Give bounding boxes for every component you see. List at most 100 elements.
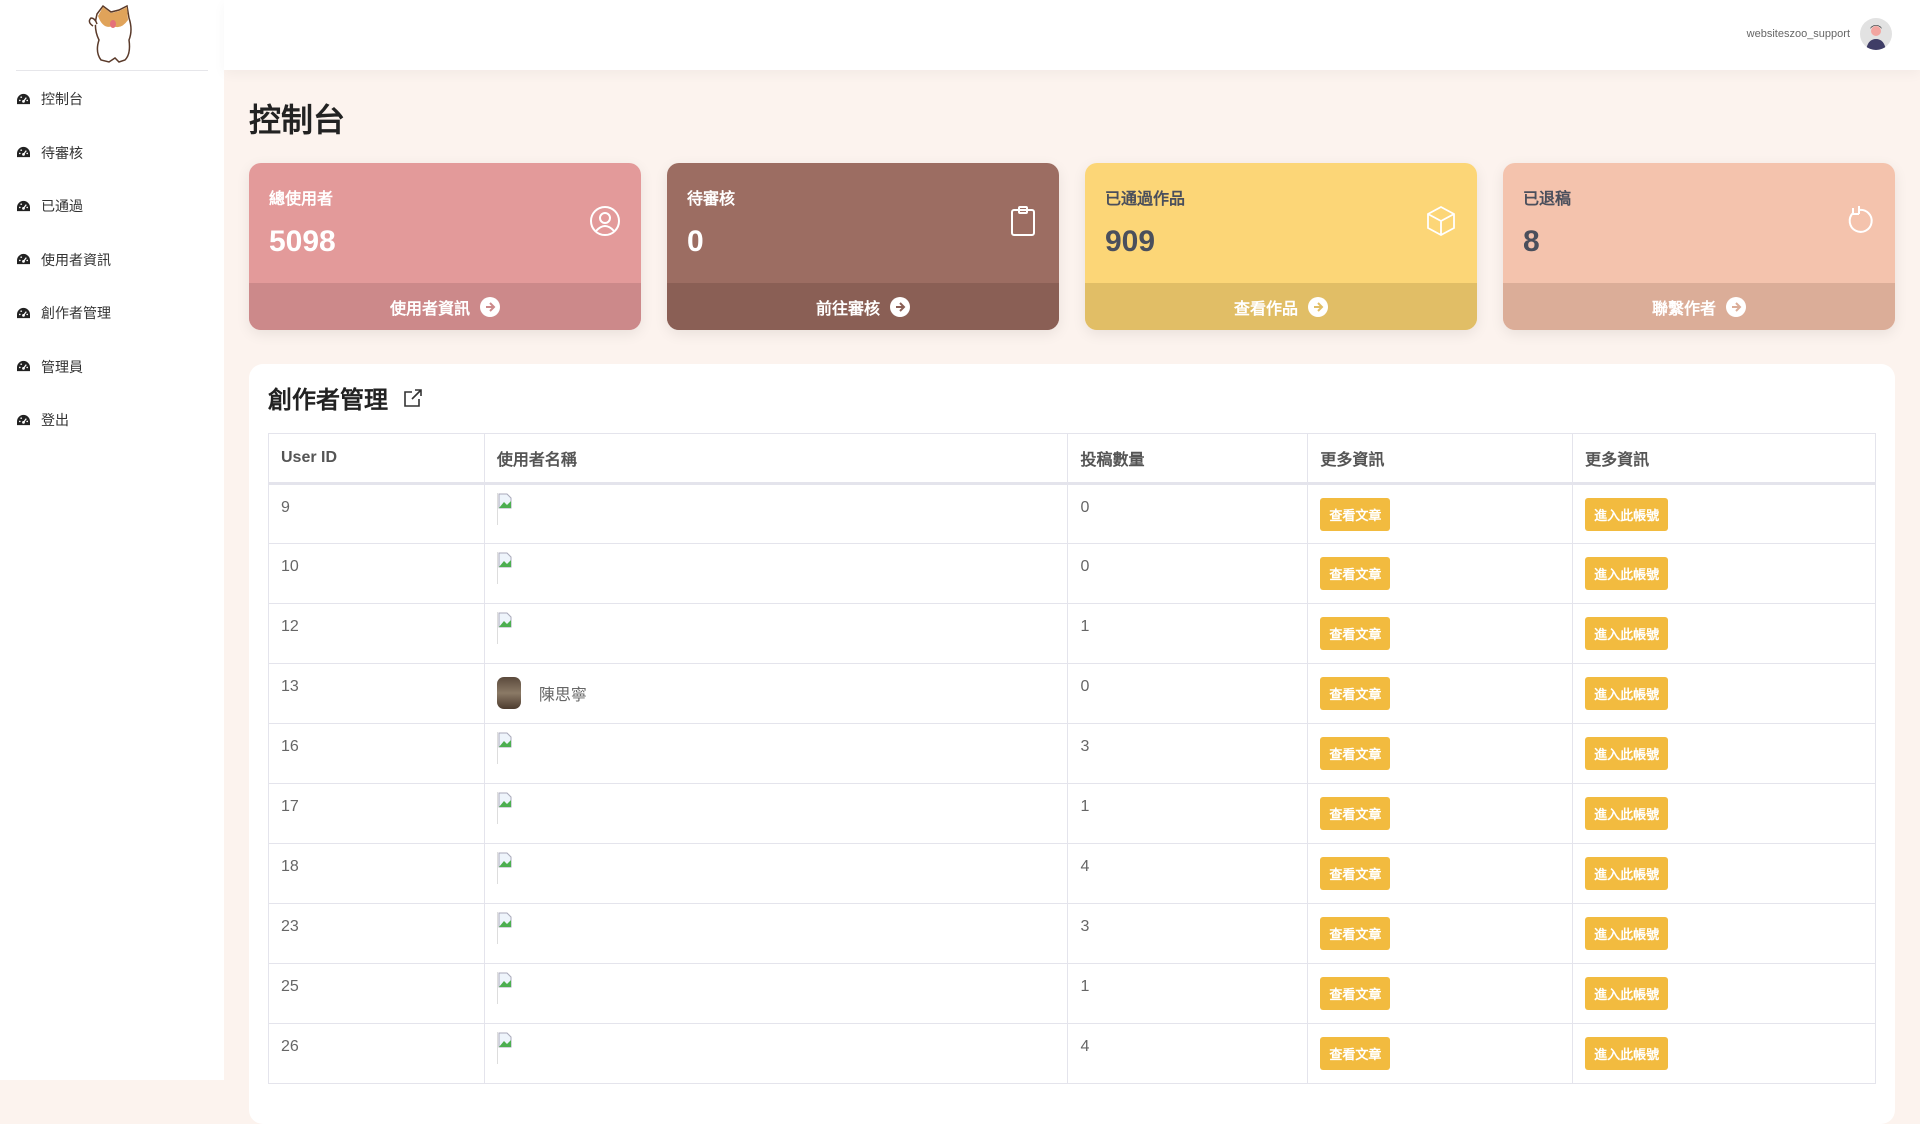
- card-footer-link[interactable]: 聯繫作者: [1503, 283, 1895, 330]
- view-articles-button[interactable]: 查看文章: [1320, 797, 1391, 830]
- user-id: 23: [268, 903, 485, 964]
- view-articles-button[interactable]: 查看文章: [1320, 1037, 1391, 1070]
- view-articles-button[interactable]: 查看文章: [1320, 677, 1391, 710]
- enter-account-button[interactable]: 進入此帳號: [1585, 917, 1669, 950]
- card-footer-label: 使用者資訊: [389, 300, 470, 318]
- enter-account-button[interactable]: 進入此帳號: [1585, 977, 1669, 1010]
- table-row: 16 3 查看文章 進入此帳號: [268, 723, 1876, 784]
- table-row: 13 陳思寧 0 查看文章 進入此帳號: [268, 663, 1876, 724]
- username: websiteszoo_support: [1746, 28, 1850, 40]
- user-id: 18: [268, 843, 485, 904]
- sidebar-item-admins[interactable]: 管理員: [16, 357, 83, 377]
- submission-count: 0: [1067, 543, 1309, 604]
- articles-cell: 查看文章: [1307, 723, 1574, 784]
- enter-account-button[interactable]: 進入此帳號: [1585, 737, 1669, 770]
- sidebar-divider: [16, 70, 208, 71]
- card-footer-link[interactable]: 前往審核: [667, 283, 1059, 330]
- submission-count: 1: [1067, 963, 1309, 1024]
- user-name-cell: [483, 963, 1069, 1024]
- view-articles-button[interactable]: 查看文章: [1320, 977, 1391, 1010]
- user-name-cell: 陳思寧: [483, 663, 1069, 724]
- sidebar-item-approved[interactable]: 已通過: [16, 196, 83, 216]
- user-id: 16: [268, 723, 485, 784]
- user-name-cell: [483, 723, 1069, 784]
- view-articles-button[interactable]: 查看文章: [1320, 917, 1391, 950]
- arrow-right-icon: [890, 296, 910, 317]
- enter-account-button[interactable]: 進入此帳號: [1585, 677, 1669, 710]
- card-footer-label: 前往審核: [815, 300, 880, 318]
- view-articles-button[interactable]: 查看文章: [1320, 857, 1391, 890]
- articles-cell: 查看文章: [1307, 663, 1574, 724]
- box-icon: [1425, 205, 1457, 237]
- card-label: 已退稿: [1523, 191, 1572, 208]
- broken-image-icon: [496, 912, 517, 944]
- login-cell: 進入此帳號: [1572, 963, 1876, 1024]
- broken-image-icon: [496, 612, 517, 644]
- card-footer-link[interactable]: 使用者資訊: [249, 283, 641, 330]
- sidebar-item-dashboard[interactable]: 控制台: [16, 89, 83, 109]
- shiba-logo[interactable]: [85, 4, 139, 66]
- table-row: 9 0 查看文章 進入此帳號: [268, 483, 1876, 544]
- panel-title: 創作者管理: [268, 380, 424, 415]
- user-menu[interactable]: websiteszoo_support: [1747, 18, 1892, 50]
- sidebar: 控制台待審核已通過使用者資訊創作者管理管理員登出: [0, 0, 224, 1080]
- card-label: 已通過作品: [1105, 191, 1186, 208]
- sidebar-item-pending-review[interactable]: 待審核: [16, 143, 83, 163]
- articles-cell: 查看文章: [1307, 1023, 1574, 1084]
- enter-account-button[interactable]: 進入此帳號: [1585, 617, 1669, 650]
- user-avatar[interactable]: [1860, 18, 1892, 50]
- dashboard-gauge-icon: [17, 146, 30, 158]
- user-id: 12: [268, 603, 485, 664]
- arrow-right-icon: [1726, 296, 1746, 317]
- column-header: 投稿數量: [1067, 433, 1309, 485]
- enter-account-button[interactable]: 進入此帳號: [1585, 557, 1669, 590]
- enter-account-button[interactable]: 進入此帳號: [1585, 498, 1669, 531]
- sidebar-item-label: 管理員: [41, 358, 83, 375]
- sidebar-item-logout[interactable]: 登出: [16, 410, 69, 430]
- card-label: 待審核: [687, 191, 736, 208]
- sidebar-item-label: 控制台: [41, 91, 83, 107]
- sidebar-item-label: 登出: [41, 412, 69, 428]
- user-name-cell: [483, 783, 1069, 844]
- enter-account-button[interactable]: 進入此帳號: [1585, 797, 1669, 830]
- sidebar-item-label: 已通過: [41, 198, 83, 214]
- articles-cell: 查看文章: [1307, 603, 1574, 664]
- sidebar-item-user-info[interactable]: 使用者資訊: [16, 250, 111, 270]
- card-label: 總使用者: [269, 191, 334, 208]
- sidebar-item-creator-management[interactable]: 創作者管理: [16, 303, 111, 323]
- view-articles-button[interactable]: 查看文章: [1320, 737, 1391, 770]
- view-articles-button[interactable]: 查看文章: [1320, 498, 1391, 531]
- view-articles-button[interactable]: 查看文章: [1320, 557, 1391, 590]
- table-row: 10 0 查看文章 進入此帳號: [268, 543, 1876, 604]
- creator-table: User ID 使用者名稱 投稿數量 更多資訊 更多資訊 9 0 查看文章 進入此帳號 …: [268, 433, 1876, 1084]
- view-articles-button[interactable]: 查看文章: [1320, 617, 1391, 650]
- external-link-icon[interactable]: [402, 387, 424, 409]
- login-cell: 進入此帳號: [1572, 483, 1876, 544]
- broken-image-icon: [496, 792, 517, 824]
- login-cell: 進入此帳號: [1572, 543, 1876, 604]
- enter-account-button[interactable]: 進入此帳號: [1585, 857, 1669, 890]
- table-row: 12 1 查看文章 進入此帳號: [268, 603, 1876, 664]
- broken-image-icon: [496, 732, 517, 764]
- submission-count: 4: [1067, 1023, 1309, 1084]
- articles-cell: 查看文章: [1307, 783, 1574, 844]
- user-name-cell: [483, 843, 1069, 904]
- card-footer-link[interactable]: 查看作品: [1085, 283, 1477, 330]
- table-row: 26 4 查看文章 進入此帳號: [268, 1023, 1876, 1084]
- login-cell: 進入此帳號: [1572, 783, 1876, 844]
- card-value: 0: [687, 225, 704, 258]
- column-header: 更多資訊: [1572, 433, 1876, 485]
- submission-count: 0: [1067, 663, 1309, 724]
- submission-count: 3: [1067, 903, 1309, 964]
- refresh-icon: [1843, 205, 1875, 237]
- table-row: 23 3 查看文章 進入此帳號: [268, 903, 1876, 964]
- panel-title-text: 創作者管理: [268, 387, 388, 414]
- table-row: 17 1 查看文章 進入此帳號: [268, 783, 1876, 844]
- login-cell: 進入此帳號: [1572, 903, 1876, 964]
- user-avatar-image: [496, 677, 521, 709]
- login-cell: 進入此帳號: [1572, 603, 1876, 664]
- enter-account-button[interactable]: 進入此帳號: [1585, 1037, 1669, 1070]
- login-cell: 進入此帳號: [1572, 663, 1876, 724]
- card-footer-label: 查看作品: [1233, 300, 1298, 318]
- page-title: 控制台: [249, 102, 346, 138]
